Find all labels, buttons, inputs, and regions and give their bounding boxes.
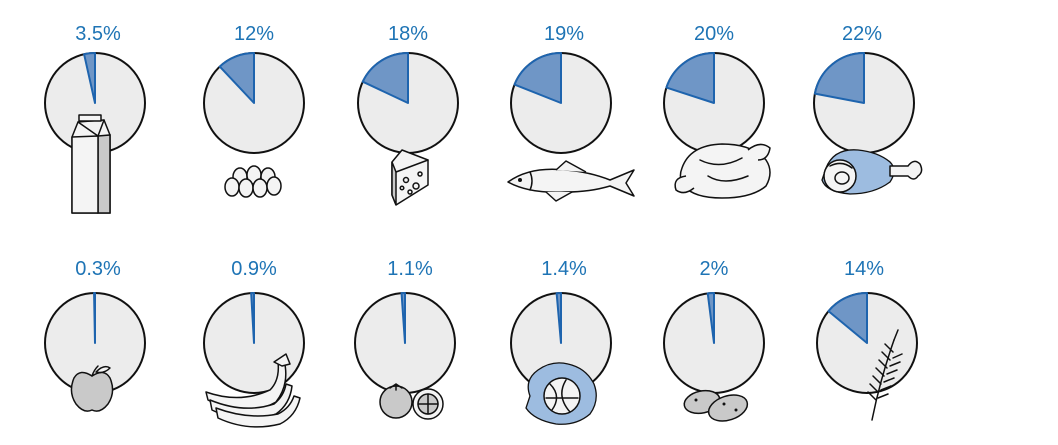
value-label-potatoes: 2% (700, 258, 729, 280)
pie-slice-bananas (250, 291, 255, 344)
chart-item-cheese: 18% (357, 23, 459, 206)
cabbage-icon (525, 362, 597, 425)
value-label-bananas: 0.9% (231, 258, 277, 280)
chart-item-ham: 22% (813, 23, 923, 195)
chart-item-cabbage: 1.4% (510, 258, 612, 425)
chart-item-fish: 19% (507, 23, 635, 202)
chart-item-chicken: 20% (663, 23, 771, 199)
pie-slice-fish (513, 52, 562, 104)
pie-slice-tomato (400, 292, 406, 344)
pie-slice-ham (813, 52, 865, 104)
chart-item-eggs: 12% (203, 23, 305, 198)
value-label-eggs: 12% (234, 23, 274, 45)
pie-slice-potatoes (706, 291, 715, 344)
milk-carton-icon (71, 114, 111, 214)
chicken-icon (674, 143, 771, 199)
pie-slice-milk (83, 51, 96, 104)
pie-slice-apple (93, 292, 96, 344)
eggs-icon (224, 165, 282, 198)
potatoes-icon (683, 389, 749, 422)
pie-slice-chicken (665, 52, 715, 104)
apple-icon (70, 365, 114, 412)
value-label-ham: 22% (842, 23, 882, 45)
pie-slice-cabbage (555, 291, 562, 344)
value-label-apple: 0.3% (75, 258, 121, 280)
chart-item-tomato: 1.1% (354, 258, 456, 420)
chart-item-wheat: 14% (816, 258, 918, 421)
tomato-icon (379, 383, 444, 420)
cheese-icon (391, 149, 429, 206)
pie-slice-eggs (218, 52, 255, 104)
ham-icon (821, 149, 923, 195)
pie-slice-wheat (827, 292, 868, 344)
chart-item-potatoes: 2% (663, 258, 765, 422)
value-label-fish: 19% (544, 23, 584, 45)
chart-item-milk: 3.5% (44, 23, 146, 214)
value-label-tomato: 1.1% (387, 258, 433, 280)
value-label-cheese: 18% (388, 23, 428, 45)
chart-item-apple: 0.3% (44, 258, 146, 412)
fish-icon (507, 160, 635, 202)
value-label-cabbage: 1.4% (541, 258, 587, 280)
value-label-chicken: 20% (694, 23, 734, 45)
bananas-icon (205, 353, 301, 428)
chart-item-bananas: 0.9% (203, 258, 305, 428)
pie-slice-cheese (361, 52, 409, 104)
value-label-wheat: 14% (844, 258, 884, 280)
value-label-milk: 3.5% (75, 23, 121, 45)
wheat-icon (867, 329, 903, 421)
